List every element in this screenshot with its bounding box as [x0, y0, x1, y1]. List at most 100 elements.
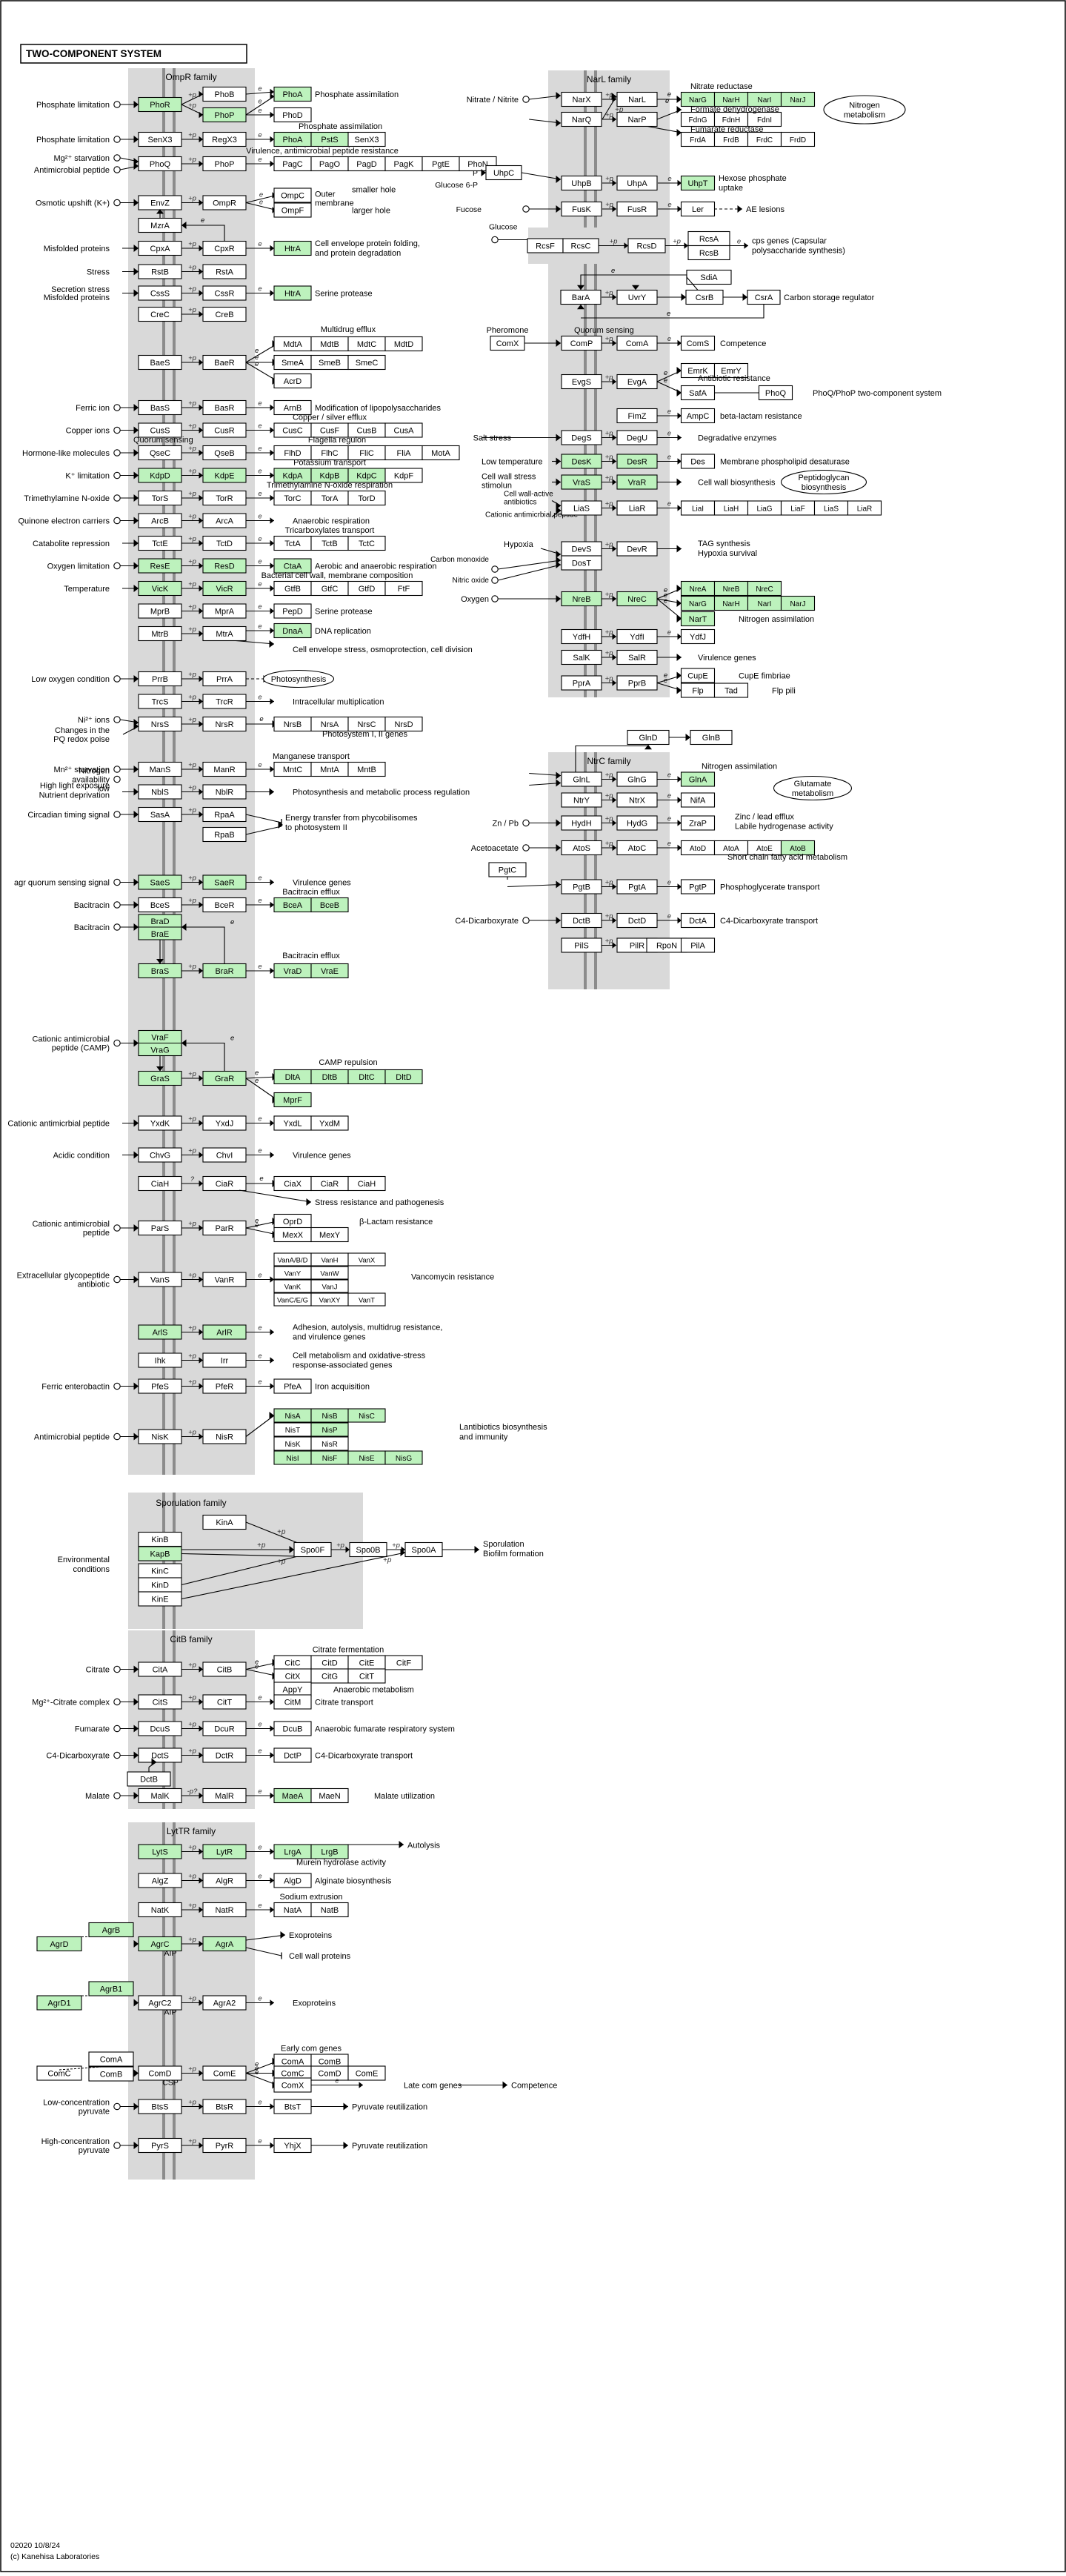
svg-text:AtoE: AtoE	[756, 845, 773, 853]
svg-text:Cell metabolism and oxidative-: Cell metabolism and oxidative-stress	[293, 1352, 426, 1361]
svg-text:e: e	[667, 430, 671, 438]
svg-text:membrane: membrane	[315, 199, 354, 208]
svg-text:KdpF: KdpF	[394, 472, 414, 481]
svg-text:+p: +p	[188, 2099, 196, 2107]
svg-text:e: e	[258, 240, 261, 248]
svg-text:ManS: ManS	[150, 766, 171, 774]
svg-text:Adhesion, autolysis, multidrug: Adhesion, autolysis, multidrug resistanc…	[293, 1324, 442, 1332]
svg-text:CitX: CitX	[285, 1673, 301, 1682]
svg-text:Sporulation: Sporulation	[483, 1540, 524, 1549]
svg-text:CusA: CusA	[394, 427, 415, 436]
svg-text:AcrD: AcrD	[284, 377, 302, 386]
svg-text:AgrD: AgrD	[50, 1940, 68, 1949]
svg-text:AtoS: AtoS	[573, 844, 590, 853]
svg-text:e: e	[667, 771, 671, 780]
svg-text:YdfJ: YdfJ	[690, 633, 706, 642]
svg-text:CitD: CitD	[322, 1659, 337, 1668]
svg-text:Fucose: Fucose	[456, 205, 482, 214]
svg-text:GtfC: GtfC	[322, 585, 339, 594]
svg-text:VraR: VraR	[628, 479, 647, 488]
svg-text:+p: +p	[188, 1324, 196, 1332]
svg-text:+p: +p	[188, 1936, 196, 1944]
svg-text:KdpB: KdpB	[320, 472, 340, 481]
svg-text:Copper / silver efflux: Copper / silver efflux	[293, 414, 367, 422]
svg-text:Carbon storage regulator: Carbon storage regulator	[784, 293, 875, 302]
svg-text:NisR: NisR	[322, 1441, 338, 1449]
svg-text:beta-lactam resistance: beta-lactam resistance	[720, 412, 802, 421]
svg-text:BaeR: BaeR	[214, 359, 235, 368]
svg-text:VraG: VraG	[150, 1046, 169, 1055]
svg-text:DesK: DesK	[572, 458, 593, 467]
svg-text:FusR: FusR	[627, 205, 647, 214]
svg-text:NtrC family: NtrC family	[587, 756, 630, 766]
svg-text:LiaR: LiaR	[629, 505, 646, 514]
svg-text:Temperature: Temperature	[64, 585, 110, 594]
svg-text:EvgS: EvgS	[572, 378, 591, 387]
svg-text:NarJ: NarJ	[790, 96, 805, 104]
svg-text:+p: +p	[383, 1556, 392, 1564]
svg-text:CreB: CreB	[215, 311, 233, 319]
svg-text:+p: +p	[188, 1115, 196, 1123]
svg-text:Photosynthesis: Photosynthesis	[271, 675, 327, 684]
svg-text:e: e	[255, 1077, 259, 1085]
svg-text:C4-Dicarboxyrate: C4-Dicarboxyrate	[455, 917, 519, 926]
svg-text:+p: +p	[605, 430, 613, 438]
svg-text:DctP: DctP	[284, 1752, 302, 1761]
svg-text:Photosynthesis and metabolic p: Photosynthesis and metabolic process reg…	[293, 789, 470, 797]
svg-text:CusC: CusC	[282, 427, 303, 436]
svg-text:KinD: KinD	[151, 1581, 169, 1590]
svg-text:BtsS: BtsS	[151, 2103, 168, 2112]
svg-text:GtfD: GtfD	[359, 585, 376, 594]
svg-text:Cell envelope stress, osmoprot: Cell envelope stress, osmoprotection, ce…	[293, 645, 473, 654]
svg-text:Antimicrobial peptide: Antimicrobial peptide	[34, 166, 110, 175]
svg-text:and immunity: and immunity	[459, 1433, 508, 1442]
svg-text:+p: +p	[188, 1747, 196, 1756]
svg-text:ParS: ParS	[151, 1224, 169, 1233]
svg-text:PprA: PprA	[573, 680, 591, 688]
svg-text:FliA: FliA	[397, 449, 412, 458]
svg-text:availability: availability	[72, 776, 110, 785]
svg-text:TorD: TorD	[358, 494, 375, 503]
svg-text:PhoB: PhoB	[215, 90, 235, 99]
svg-text:e: e	[611, 267, 615, 275]
svg-text:Virulence genes: Virulence genes	[293, 879, 351, 888]
svg-text:e: e	[667, 335, 671, 343]
svg-text:RegX3: RegX3	[212, 136, 237, 145]
svg-text:TctD: TctD	[216, 540, 233, 548]
svg-text:Nitrate reductase: Nitrate reductase	[690, 82, 753, 91]
svg-text:?: ?	[190, 1175, 195, 1184]
svg-text:DevS: DevS	[572, 545, 592, 554]
svg-text:PhoA: PhoA	[283, 90, 304, 99]
svg-text:FlhC: FlhC	[321, 449, 338, 458]
svg-text:PstS: PstS	[321, 136, 338, 145]
svg-text:ComP: ComP	[570, 339, 593, 348]
svg-text:NrsD: NrsD	[394, 720, 413, 729]
svg-text:Hormone-like molecules: Hormone-like molecules	[22, 449, 110, 458]
svg-text:FimZ: FimZ	[627, 412, 646, 421]
svg-text:+p: +p	[188, 1220, 196, 1228]
svg-text:PhoQ: PhoQ	[765, 389, 787, 398]
svg-text:NisP: NisP	[322, 1427, 337, 1435]
svg-text:YhjX: YhjX	[284, 2142, 302, 2151]
svg-text:YxdJ: YxdJ	[216, 1120, 233, 1129]
svg-text:Bacitracin: Bacitracin	[74, 923, 110, 932]
svg-text:LiaH: LiaH	[724, 505, 739, 514]
svg-text:ZraP: ZraP	[689, 820, 707, 829]
svg-text:Copper ions: Copper ions	[66, 427, 110, 436]
svg-text:Mg²⁺-Citrate complex: Mg²⁺-Citrate complex	[32, 1699, 110, 1707]
svg-text:NblS: NblS	[151, 789, 169, 797]
svg-text:Extracellular glycopeptide: Extracellular glycopeptide	[17, 1272, 110, 1281]
svg-text:Environmental: Environmental	[58, 1556, 110, 1564]
svg-text:TorS: TorS	[152, 494, 169, 503]
svg-text:ArnB: ArnB	[284, 404, 302, 413]
svg-text:Tricarboxylates transport: Tricarboxylates transport	[285, 526, 375, 535]
svg-text:MtrA: MtrA	[216, 630, 233, 639]
svg-text:ResE: ResE	[150, 562, 170, 571]
svg-text:CitS: CitS	[153, 1699, 168, 1707]
svg-text:NatR: NatR	[215, 1906, 233, 1915]
svg-text:NisK: NisK	[151, 1433, 169, 1442]
svg-text:OprD: OprD	[283, 1218, 302, 1226]
svg-text:CitF: CitF	[396, 1659, 411, 1668]
svg-text:Irr: Irr	[221, 1357, 229, 1366]
svg-text:e: e	[255, 360, 259, 368]
